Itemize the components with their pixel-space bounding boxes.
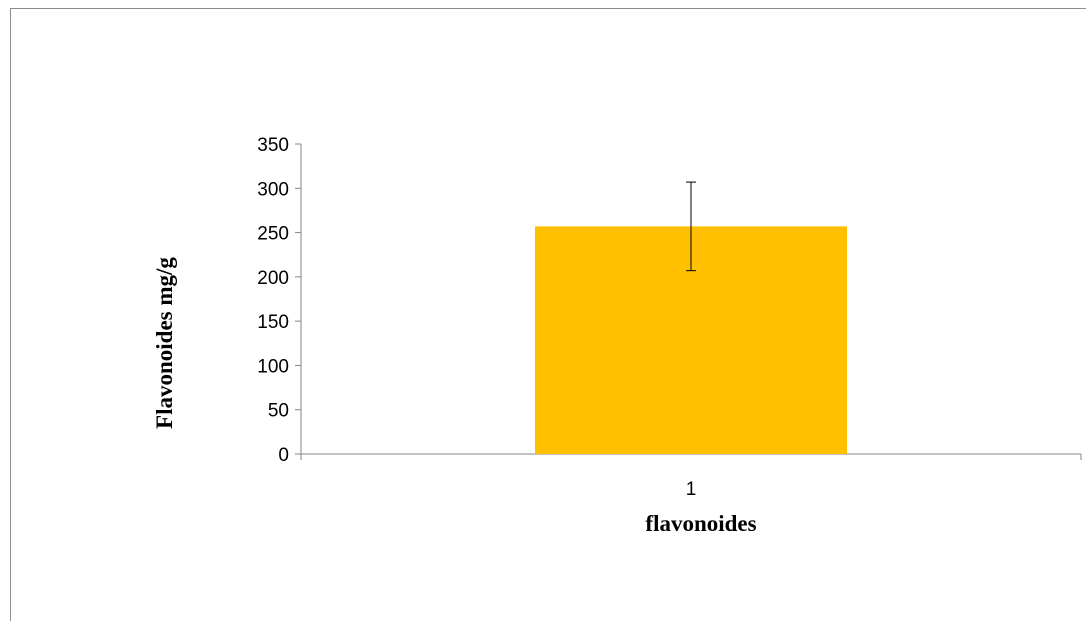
y-tick-label: 150 — [257, 312, 289, 333]
y-axis: 0 50 100 150 200 250 300 350 — [257, 135, 302, 466]
x-axis-title: flavonoides — [645, 511, 756, 536]
y-axis-title: Flavonoides mg/g — [152, 257, 177, 429]
x-axis: 1 — [300, 453, 1082, 500]
y-tick-label: 50 — [268, 401, 289, 422]
x-tick-label: 1 — [686, 479, 697, 500]
y-tick-label: 200 — [257, 268, 289, 289]
y-tick-label: 350 — [257, 135, 289, 156]
chart-area — [10, 8, 1086, 621]
y-tick-label: 300 — [257, 179, 289, 200]
y-tick-label: 250 — [257, 224, 289, 245]
y-tick-label: 100 — [257, 356, 289, 377]
y-tick-label: 0 — [278, 445, 289, 466]
error-bars — [686, 181, 696, 272]
